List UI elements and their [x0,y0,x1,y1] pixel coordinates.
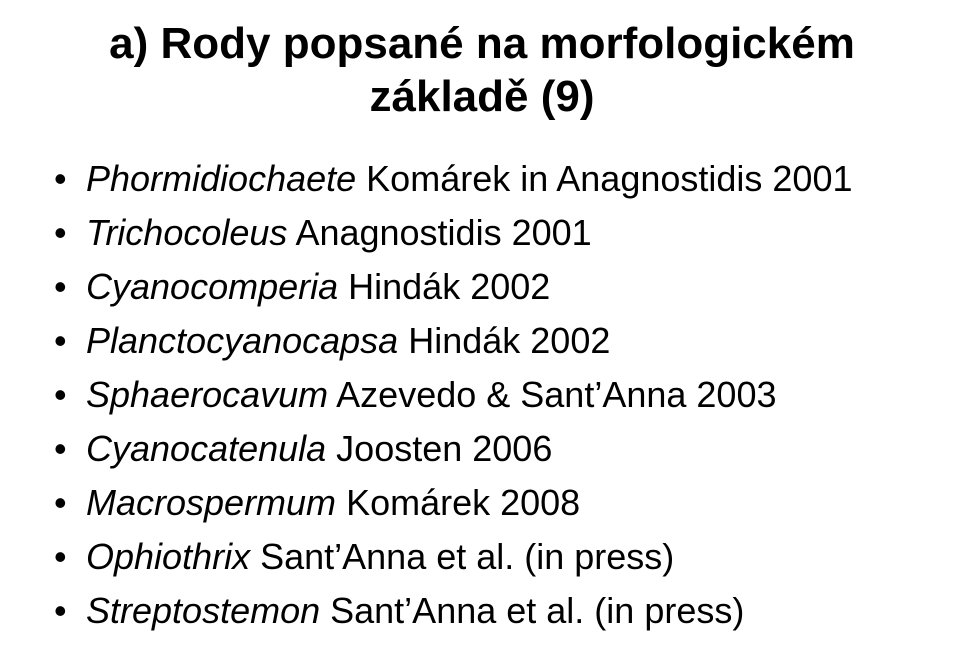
list-item: Planctocyanocapsa Hindák 2002 [54,314,920,368]
slide: a) Rody popsané na morfologickém základě… [0,0,960,651]
genus-name: Planctocyanocapsa [86,320,398,361]
list-item: Cyanocatenula Joosten 2006 [54,422,920,476]
genus-name: Phormidiochaete [86,158,356,199]
title-line-2: základě (9) [370,72,595,121]
genus-detail: Anagnostidis 2001 [287,212,591,253]
list-item: Trichocoleus Anagnostidis 2001 [54,206,920,260]
genus-name: Trichocoleus [86,212,287,253]
genus-detail: Komárek 2008 [336,482,580,523]
genus-detail: Sant’Anna et al. (in press) [320,590,744,631]
genus-detail: Joosten 2006 [326,428,552,469]
list-item: Streptostemon Sant’Anna et al. (in press… [54,584,920,638]
genus-detail: Hindák 2002 [338,266,550,307]
genus-name: Sphaerocavum [86,374,328,415]
list-item: Sphaerocavum Azevedo & Sant’Anna 2003 [54,368,920,422]
list-item: Cyanocomperia Hindák 2002 [54,260,920,314]
genus-name: Macrospermum [86,482,336,523]
genus-name: Streptostemon [86,590,320,631]
list-item: Macrospermum Komárek 2008 [54,476,920,530]
genus-name: Ophiothrix [86,536,250,577]
slide-title: a) Rody popsané na morfologickém základě… [44,18,920,124]
list-item: Ophiothrix Sant’Anna et al. (in press) [54,530,920,584]
title-line-1: a) Rody popsané na morfologickém [109,19,855,68]
list-item: Phormidiochaete Komárek in Anagnostidis … [54,152,920,206]
genus-detail: Sant’Anna et al. (in press) [250,536,674,577]
bullet-list: Phormidiochaete Komárek in Anagnostidis … [44,152,920,638]
genus-detail: Komárek in Anagnostidis 2001 [356,158,852,199]
genus-detail: Azevedo & Sant’Anna 2003 [328,374,776,415]
genus-detail: Hindák 2002 [398,320,610,361]
genus-name: Cyanocatenula [86,428,326,469]
genus-name: Cyanocomperia [86,266,338,307]
